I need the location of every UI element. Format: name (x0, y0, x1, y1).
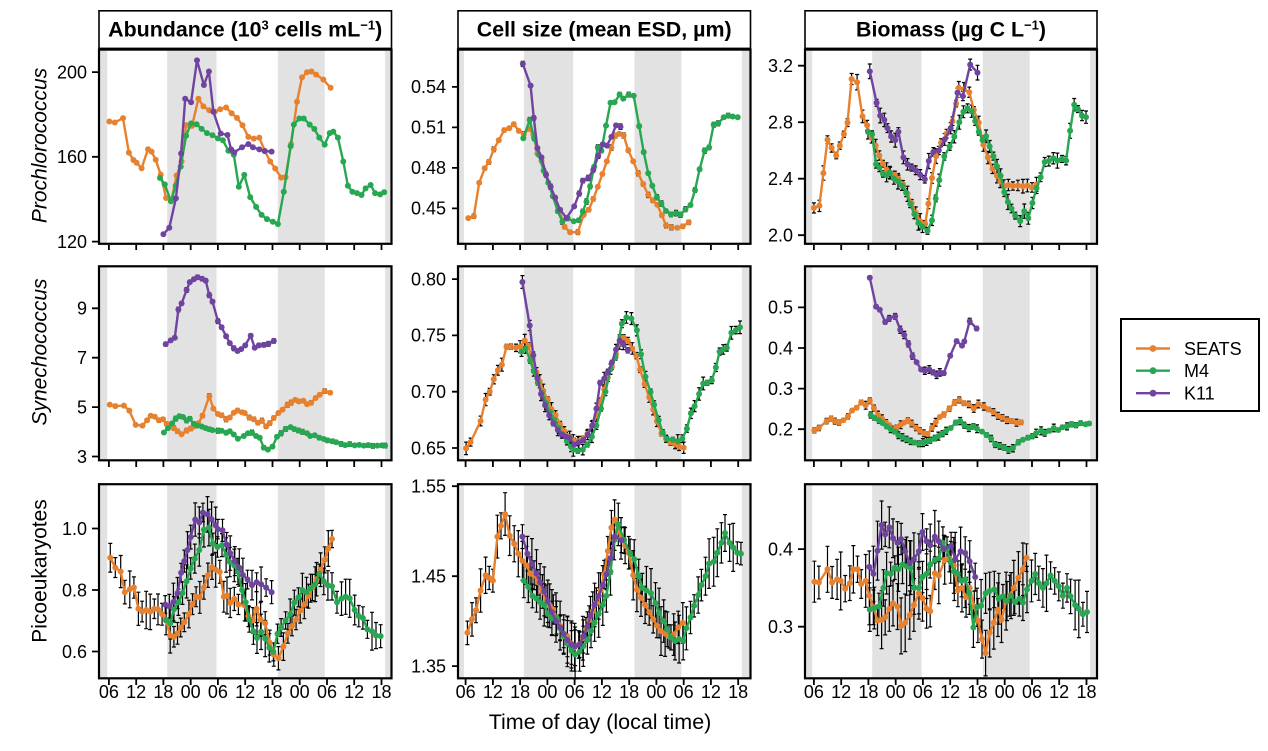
svg-text:06: 06 (99, 682, 119, 702)
svg-text:12: 12 (344, 682, 364, 702)
svg-text:2.0: 2.0 (768, 226, 793, 246)
svg-text:18: 18 (967, 682, 987, 702)
svg-text:1.55: 1.55 (411, 477, 446, 497)
svg-text:18: 18 (371, 682, 391, 702)
svg-text:12: 12 (1049, 682, 1069, 702)
svg-text:0.3: 0.3 (768, 379, 793, 399)
svg-text:Biomass (µg C L−1): Biomass (µg C L−1) (856, 18, 1046, 42)
svg-text:Synechococcus: Synechococcus (29, 278, 52, 426)
svg-text:0.51: 0.51 (411, 118, 446, 138)
svg-text:M4: M4 (1184, 361, 1209, 381)
svg-text:0.4: 0.4 (768, 338, 793, 358)
svg-text:06: 06 (804, 682, 824, 702)
svg-text:12: 12 (126, 682, 146, 702)
svg-text:06: 06 (674, 682, 694, 702)
svg-text:06: 06 (913, 682, 933, 702)
svg-text:12: 12 (235, 682, 255, 702)
svg-text:3: 3 (77, 447, 87, 467)
svg-text:0.4: 0.4 (768, 539, 793, 559)
svg-text:0.45: 0.45 (411, 199, 446, 219)
svg-text:18: 18 (728, 682, 748, 702)
svg-text:Cell size (mean ESD, µm): Cell size (mean ESD, µm) (477, 18, 732, 42)
svg-text:0.5: 0.5 (768, 298, 793, 318)
svg-text:06: 06 (1022, 682, 1042, 702)
svg-text:00: 00 (646, 682, 666, 702)
svg-text:2.8: 2.8 (768, 113, 793, 133)
svg-text:12: 12 (483, 682, 503, 702)
svg-text:06: 06 (208, 682, 228, 702)
svg-text:7: 7 (77, 348, 87, 368)
svg-text:SEATS: SEATS (1184, 339, 1242, 359)
svg-text:18: 18 (153, 682, 173, 702)
svg-text:00: 00 (290, 682, 310, 702)
svg-text:12: 12 (701, 682, 721, 702)
svg-text:0.6: 0.6 (62, 642, 87, 662)
svg-text:0.8: 0.8 (62, 580, 87, 600)
svg-text:18: 18 (619, 682, 639, 702)
svg-text:00: 00 (886, 682, 906, 702)
svg-text:18: 18 (510, 682, 530, 702)
svg-text:00: 00 (995, 682, 1015, 702)
svg-text:5: 5 (77, 397, 87, 417)
svg-text:06: 06 (456, 682, 476, 702)
svg-text:160: 160 (57, 147, 87, 167)
svg-text:1.0: 1.0 (62, 519, 87, 539)
svg-text:18: 18 (1076, 682, 1096, 702)
svg-text:1.35: 1.35 (411, 656, 446, 676)
svg-text:200: 200 (57, 62, 87, 82)
svg-text:Abundance (103 cells mL−1): Abundance (103 cells mL−1) (108, 18, 382, 42)
svg-text:3.2: 3.2 (768, 56, 793, 76)
svg-text:0.80: 0.80 (411, 269, 446, 289)
svg-text:0.54: 0.54 (411, 77, 446, 97)
svg-text:0.70: 0.70 (411, 382, 446, 402)
svg-text:Picoeukaryotes: Picoeukaryotes (29, 499, 52, 643)
svg-text:K11: K11 (1184, 384, 1215, 404)
svg-text:Time of day (local time): Time of day (local time) (489, 710, 712, 734)
svg-text:0.48: 0.48 (411, 158, 446, 178)
svg-text:1.45: 1.45 (411, 567, 446, 587)
svg-text:00: 00 (537, 682, 557, 702)
svg-text:00: 00 (181, 682, 201, 702)
svg-text:0.65: 0.65 (411, 438, 446, 458)
svg-text:12: 12 (940, 682, 960, 702)
svg-text:0.2: 0.2 (768, 420, 793, 440)
svg-text:0.75: 0.75 (411, 326, 446, 346)
svg-text:06: 06 (317, 682, 337, 702)
svg-text:18: 18 (262, 682, 282, 702)
svg-text:Prochlorococcus: Prochlorococcus (29, 67, 52, 223)
svg-text:12: 12 (831, 682, 851, 702)
svg-text:06: 06 (565, 682, 585, 702)
svg-text:2.4: 2.4 (768, 169, 793, 189)
svg-text:9: 9 (77, 299, 87, 319)
svg-text:120: 120 (57, 232, 87, 252)
svg-text:18: 18 (858, 682, 878, 702)
svg-text:0.3: 0.3 (768, 617, 793, 637)
svg-text:12: 12 (592, 682, 612, 702)
